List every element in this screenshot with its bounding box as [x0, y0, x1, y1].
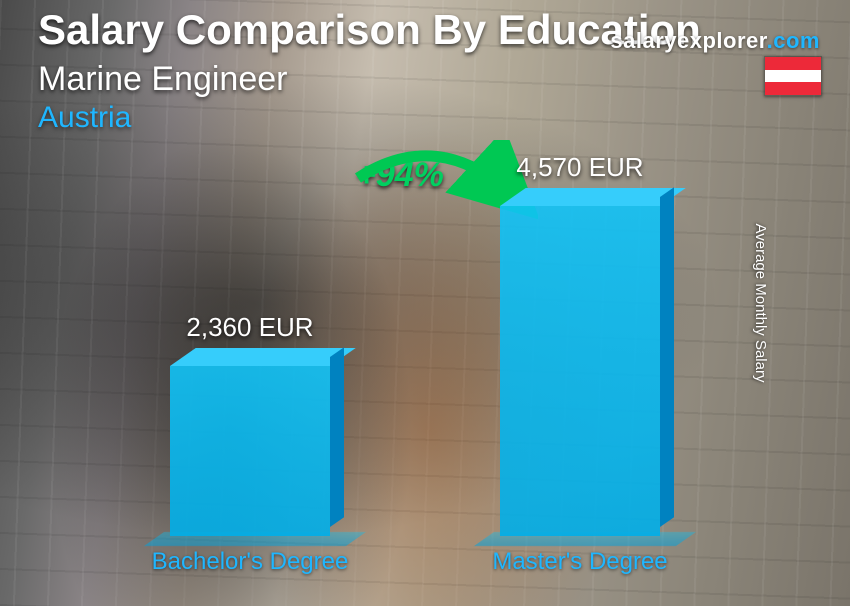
country-name: Austria — [38, 101, 701, 135]
page-title: Salary Comparison By Education — [38, 6, 701, 54]
chart-container: Salary Comparison By Education Marine En… — [0, 0, 850, 606]
bar-chart: 2,360 EURBachelor's Degree 4,570 EURMaste… — [150, 180, 710, 580]
bar-front-face — [500, 206, 660, 536]
brand-logo: salaryexplorer.com — [610, 28, 820, 54]
titles: Salary Comparison By Education Marine En… — [38, 6, 701, 135]
brand-part1: salaryexplorer — [610, 28, 766, 53]
flag-stripe-top — [765, 57, 821, 70]
bar: 2,360 EURBachelor's Degree — [170, 366, 330, 536]
flag-stripe-bot — [765, 82, 821, 95]
bar-top-face — [170, 348, 356, 366]
bar-category-label: Bachelor's Degree — [90, 548, 410, 576]
bar: 4,570 EURMaster's Degree — [500, 206, 660, 536]
bar-front-face — [170, 366, 330, 536]
brand-part2: .com — [767, 28, 820, 53]
bar-value-label: 2,360 EUR — [74, 312, 426, 343]
bar-side-face — [330, 347, 344, 527]
bar-value-label: 4,570 EUR — [404, 152, 756, 183]
bar-category-label: Master's Degree — [420, 548, 740, 576]
bar-side-face — [660, 187, 674, 527]
bar-top-face — [500, 188, 686, 206]
flag-icon — [764, 56, 822, 96]
y-axis-label: Average Monthly Salary — [752, 224, 769, 383]
job-title: Marine Engineer — [38, 60, 701, 99]
flag-stripe-mid — [765, 70, 821, 83]
